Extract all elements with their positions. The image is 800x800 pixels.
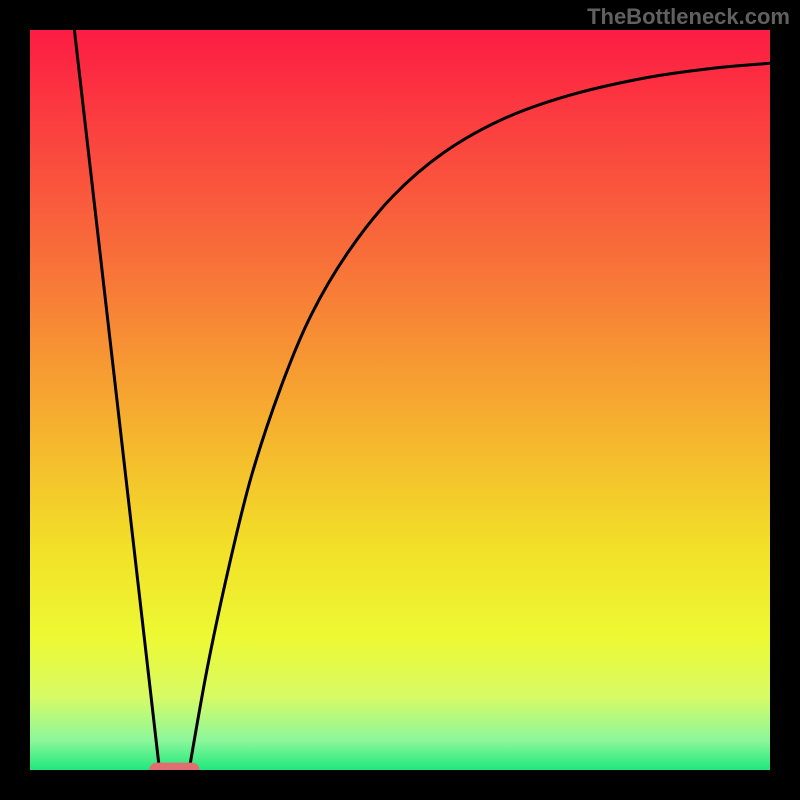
chart-container: TheBottleneck.com [0,0,800,800]
bottleneck-chart [0,0,800,800]
gradient-background [30,30,770,770]
watermark-text: TheBottleneck.com [587,4,790,30]
